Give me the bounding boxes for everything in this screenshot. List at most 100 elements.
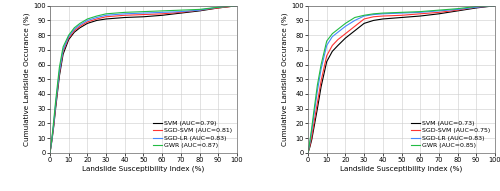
SGD-SVM (AUC=0.81) <box>196 9 202 11</box>
SGD-LR (AUC=0.83) <box>352 19 358 22</box>
SGD-LR (AUC=0.83) <box>398 12 404 14</box>
GWR (AUC=0.85) <box>324 40 330 42</box>
SGD-LR (AUC=0.83) <box>492 5 498 7</box>
Y-axis label: Cumulative Landslide Occurance (%): Cumulative Landslide Occurance (%) <box>282 13 288 146</box>
GWR (AUC=0.87) <box>84 18 90 20</box>
SGD-SVM (AUC=0.75) <box>370 16 376 18</box>
GWR (AUC=0.85) <box>492 5 498 7</box>
SGD-LR (AUC=0.83) <box>178 11 184 13</box>
SVM (AUC=0.79) <box>94 19 100 22</box>
SGD-SVM (AUC=0.81) <box>84 21 90 23</box>
SVM (AUC=0.79) <box>178 12 184 14</box>
GWR (AUC=0.85) <box>454 7 460 10</box>
SVM (AUC=0.79) <box>103 18 109 20</box>
SGD-SVM (AUC=0.81) <box>103 16 109 18</box>
GWR (AUC=0.85) <box>309 127 315 129</box>
SVM (AUC=0.73) <box>314 108 320 110</box>
SGD-SVM (AUC=0.75) <box>380 15 386 17</box>
SVM (AUC=0.79) <box>216 7 222 9</box>
SGD-SVM (AUC=0.75) <box>352 25 358 28</box>
SGD-SVM (AUC=0.81) <box>178 11 184 14</box>
SGD-LR (AUC=0.83) <box>84 19 90 22</box>
GWR (AUC=0.85) <box>307 140 313 142</box>
GWR (AUC=0.87) <box>52 100 59 102</box>
SVM (AUC=0.79) <box>196 10 202 12</box>
GWR (AUC=0.85) <box>335 28 341 30</box>
SVM (AUC=0.79) <box>140 16 146 18</box>
SVM (AUC=0.79) <box>56 75 62 78</box>
SGD-SVM (AUC=0.81) <box>52 105 59 107</box>
SVM (AUC=0.79) <box>122 16 128 19</box>
SGD-LR (AUC=0.83) <box>52 103 59 105</box>
SGD-LR (AUC=0.83) <box>335 31 341 33</box>
GWR (AUC=0.87) <box>49 137 55 139</box>
SVM (AUC=0.73) <box>352 30 358 32</box>
SVM (AUC=0.73) <box>417 15 423 17</box>
GWR (AUC=0.85) <box>370 13 376 15</box>
SGD-SVM (AUC=0.75) <box>417 13 423 15</box>
SGD-LR (AUC=0.83) <box>370 13 376 16</box>
SGD-SVM (AUC=0.81) <box>60 50 66 53</box>
GWR (AUC=0.87) <box>103 13 109 15</box>
SVM (AUC=0.73) <box>309 138 315 141</box>
GWR (AUC=0.85) <box>417 11 423 13</box>
SGD-LR (AUC=0.83) <box>314 90 320 92</box>
SGD-LR (AUC=0.83) <box>103 14 109 16</box>
GWR (AUC=0.87) <box>47 152 53 154</box>
SGD-LR (AUC=0.83) <box>122 13 128 15</box>
SGD-LR (AUC=0.83) <box>380 13 386 15</box>
X-axis label: Landslide Susceptibility Index (%): Landslide Susceptibility Index (%) <box>82 166 204 172</box>
SVM (AUC=0.79) <box>234 5 240 7</box>
GWR (AUC=0.87) <box>50 119 56 122</box>
GWR (AUC=0.87) <box>178 9 184 11</box>
SGD-LR (AUC=0.83) <box>307 141 313 144</box>
SGD-SVM (AUC=0.81) <box>140 13 146 16</box>
GWR (AUC=0.85) <box>380 12 386 14</box>
SGD-SVM (AUC=0.81) <box>66 37 71 39</box>
SGD-LR (AUC=0.83) <box>342 25 348 28</box>
SGD-SVM (AUC=0.81) <box>234 5 240 7</box>
SVM (AUC=0.73) <box>342 37 348 39</box>
GWR (AUC=0.85) <box>318 63 324 66</box>
GWR (AUC=0.87) <box>234 5 240 7</box>
SVM (AUC=0.79) <box>60 53 66 55</box>
GWR (AUC=0.87) <box>94 15 100 17</box>
SGD-SVM (AUC=0.81) <box>77 25 83 28</box>
SGD-SVM (AUC=0.75) <box>305 152 311 154</box>
Legend: SVM (AUC=0.79), SGD-SVM (AUC=0.81), SGD-LR (AUC=0.83), GWR (AUC=0.87): SVM (AUC=0.79), SGD-SVM (AUC=0.81), SGD-… <box>152 119 234 150</box>
SVM (AUC=0.79) <box>84 22 90 24</box>
SGD-SVM (AUC=0.75) <box>436 11 442 14</box>
SVM (AUC=0.79) <box>47 152 53 154</box>
SVM (AUC=0.73) <box>492 5 498 7</box>
SVM (AUC=0.73) <box>474 7 480 9</box>
Line: SGD-LR (AUC=0.83): SGD-LR (AUC=0.83) <box>50 6 237 153</box>
SGD-SVM (AUC=0.81) <box>56 72 62 74</box>
GWR (AUC=0.85) <box>436 9 442 11</box>
SGD-LR (AUC=0.83) <box>305 152 311 154</box>
SGD-LR (AUC=0.83) <box>56 71 62 73</box>
SGD-LR (AUC=0.83) <box>50 122 56 125</box>
SGD-SVM (AUC=0.75) <box>307 144 313 147</box>
SGD-SVM (AUC=0.81) <box>72 30 78 32</box>
Line: SGD-LR (AUC=0.83): SGD-LR (AUC=0.83) <box>308 6 495 153</box>
Line: GWR (AUC=0.87): GWR (AUC=0.87) <box>50 6 237 153</box>
SVM (AUC=0.73) <box>335 44 341 47</box>
SGD-LR (AUC=0.83) <box>159 11 165 14</box>
Legend: SVM (AUC=0.73), SGD-SVM (AUC=0.75), SGD-LR (AUC=0.83), GWR (AUC=0.85): SVM (AUC=0.73), SGD-SVM (AUC=0.75), SGD-… <box>409 119 492 150</box>
GWR (AUC=0.85) <box>342 22 348 24</box>
GWR (AUC=0.87) <box>77 22 83 24</box>
SGD-LR (AUC=0.83) <box>454 8 460 11</box>
SGD-SVM (AUC=0.81) <box>94 18 100 20</box>
SVM (AUC=0.73) <box>310 128 316 130</box>
Line: SVM (AUC=0.79): SVM (AUC=0.79) <box>50 6 237 153</box>
SGD-SVM (AUC=0.81) <box>216 7 222 9</box>
SVM (AUC=0.73) <box>380 18 386 20</box>
SGD-SVM (AUC=0.75) <box>454 9 460 11</box>
SVM (AUC=0.79) <box>72 31 78 33</box>
SGD-LR (AUC=0.83) <box>436 10 442 12</box>
SGD-LR (AUC=0.83) <box>94 16 100 19</box>
Y-axis label: Cumulative Landslide Occurance (%): Cumulative Landslide Occurance (%) <box>24 13 30 146</box>
GWR (AUC=0.87) <box>196 8 202 11</box>
SGD-SVM (AUC=0.75) <box>318 80 324 82</box>
SGD-SVM (AUC=0.81) <box>47 152 53 154</box>
